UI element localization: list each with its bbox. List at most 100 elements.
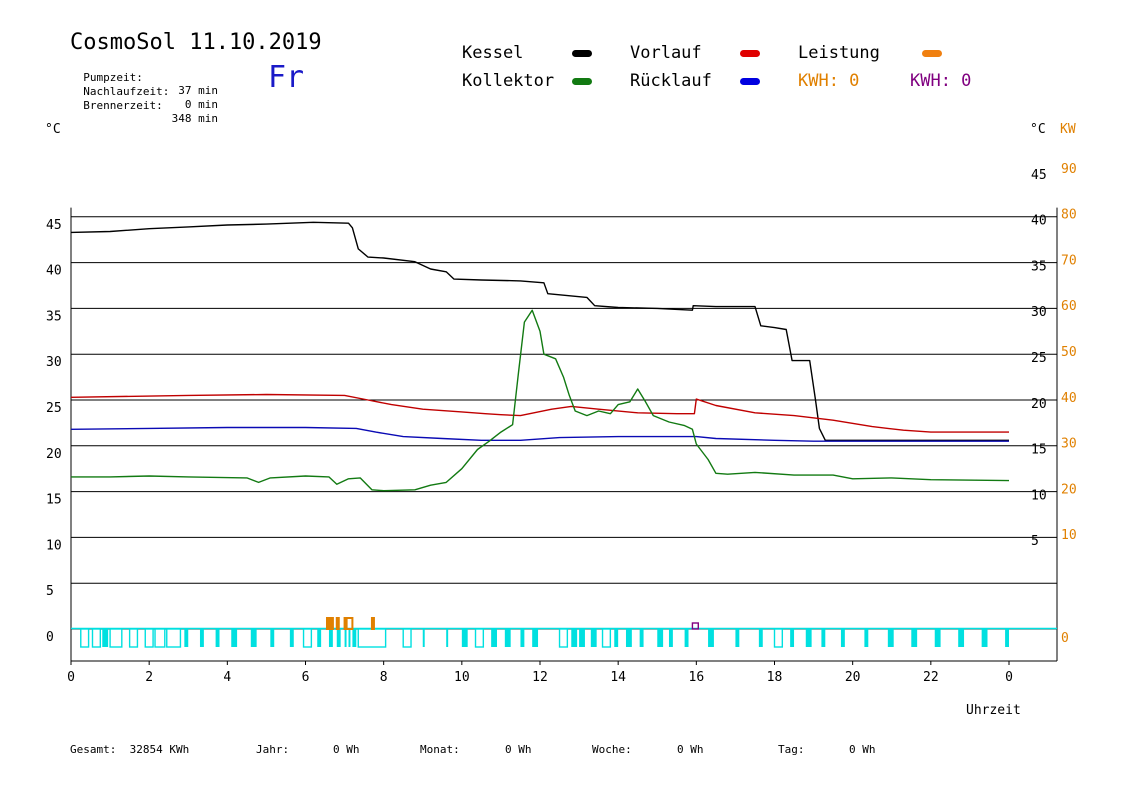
y-tick-label-left: 25 <box>46 401 62 416</box>
kwh2-pulse <box>691 622 699 630</box>
kw-tick-label: 60 <box>1061 299 1077 314</box>
pump-pulse <box>821 629 826 647</box>
activity-layer <box>71 617 1057 648</box>
x-tick-label: 10 <box>454 670 470 685</box>
y-tick-label-right: 5 <box>1031 534 1039 549</box>
pump-pulse <box>887 629 894 647</box>
pump-pulse <box>199 629 204 647</box>
kw-tick-label: 80 <box>1061 208 1077 223</box>
leistung-pulse <box>335 617 340 630</box>
legend-leistung-swatch <box>922 50 942 57</box>
pump-pulse <box>474 628 485 648</box>
pump-pulse <box>590 629 597 647</box>
footer-label: Gesamt: <box>70 743 117 756</box>
pump-pulse <box>668 629 673 647</box>
x-tick-label: 22 <box>923 670 939 685</box>
kw-tick-label: 10 <box>1061 528 1077 543</box>
y-axis-unit-left: °C <box>45 122 61 137</box>
x-tick-label: 20 <box>845 670 861 685</box>
pump-pulse <box>571 629 578 647</box>
footer-value: 32854 KWh <box>129 743 190 756</box>
pump-pulse <box>639 629 644 647</box>
stat-nachlaufzeit: Nachlaufzeit: 0 min <box>70 72 218 111</box>
pump-pulse <box>958 629 965 647</box>
x-tick-label: 8 <box>380 670 388 685</box>
series-line-kessel <box>70 221 1009 441</box>
stat-value: 0 min <box>184 98 218 111</box>
pump-pulse <box>805 629 812 647</box>
x-tick-label: 4 <box>223 670 231 685</box>
leistung-pulse <box>329 617 334 630</box>
footer-label: Woche: <box>592 743 632 756</box>
pump-pulse <box>625 629 632 647</box>
pump-pulse <box>840 629 845 647</box>
stat-pumpzeit: Pumpzeit: 37 min <box>70 58 218 97</box>
pump-pulse <box>154 628 166 648</box>
stat-label: Brennerzeit: <box>83 99 163 112</box>
pump-pulse <box>91 628 102 648</box>
pump-pulse <box>231 629 238 647</box>
footer-label: Jahr: <box>256 743 290 756</box>
y-tick-label-left: 10 <box>46 538 62 553</box>
footer-tag-value: 0 Wh <box>849 743 876 756</box>
legend-ruecklauf-swatch <box>740 78 760 85</box>
pump-pulse <box>109 628 123 648</box>
kw-tick-label: 90 <box>1061 162 1077 177</box>
footer-label: Tag: <box>778 743 805 756</box>
grid-layer <box>70 207 1058 662</box>
footer-gesamt: Gesamt: 32854 KWh <box>70 743 189 756</box>
legend-leistung-label: Leistung <box>798 43 880 63</box>
kw-tick-label: 40 <box>1061 391 1077 406</box>
x-tick-label: 18 <box>767 670 783 685</box>
x-tick-label: 14 <box>610 670 626 685</box>
pump-pulse <box>270 629 275 647</box>
footer-tag: Tag: <box>778 743 805 756</box>
legend-ruecklauf-label: Rücklauf <box>630 71 712 91</box>
stat-label: Nachlaufzeit: <box>83 85 170 98</box>
pump-pulse <box>981 629 988 647</box>
y-tick-label-right: 40 <box>1031 214 1047 229</box>
x-tick-label: 12 <box>532 670 548 685</box>
pump-pulse <box>289 629 294 647</box>
legend-kwh-secondary: KWH: 0 <box>910 71 972 91</box>
legend-vorlauf-label: Vorlauf <box>630 43 702 63</box>
leistung-pulse <box>345 617 354 630</box>
pump-pulse <box>184 629 189 647</box>
stat-value: 37 min <box>178 84 218 97</box>
x-tick-label: 2 <box>145 670 153 685</box>
pump-pulse <box>80 628 90 648</box>
pump-pulse <box>461 629 468 647</box>
legend-vorlauf-swatch <box>740 50 760 57</box>
pump-pulse <box>215 629 220 647</box>
y-tick-label-left: 45 <box>46 218 62 233</box>
leistung-pulse <box>370 617 375 630</box>
pump-pulse <box>911 629 918 647</box>
weekday-label: Fr <box>268 60 305 95</box>
y-tick-label-right: 25 <box>1031 351 1047 366</box>
pump-pulse <box>579 629 585 647</box>
y-tick-label-left: 5 <box>46 584 54 599</box>
footer-woche-value: 0 Wh <box>677 743 704 756</box>
y-tick-label-left: 15 <box>46 493 62 508</box>
pump-pulse <box>348 629 351 647</box>
y-tick-label-left: 35 <box>46 309 62 324</box>
x-tick-label: 0 <box>67 670 75 685</box>
y-tick-label-left: 0 <box>46 630 54 645</box>
y-axis-unit-right: °C <box>1030 122 1046 137</box>
pump-pulse <box>1005 629 1009 647</box>
pump-pulse <box>657 629 664 647</box>
chart-title: CosmoSol 11.10.2019 <box>70 30 322 55</box>
pump-pulse <box>336 629 341 647</box>
pump-pulse <box>144 628 154 648</box>
pump-pulse <box>446 629 449 647</box>
series-line-vorlauf <box>70 393 1009 433</box>
pump-pulse <box>128 628 139 648</box>
pump-pulse <box>422 629 425 647</box>
series-layer <box>70 221 1010 492</box>
stat-value: 348 min <box>171 112 218 125</box>
pump-pulse <box>934 629 941 647</box>
y-tick-label-left: 30 <box>46 355 62 370</box>
pump-pulse <box>491 629 498 647</box>
series-line-ruecklauf <box>70 426 1009 442</box>
